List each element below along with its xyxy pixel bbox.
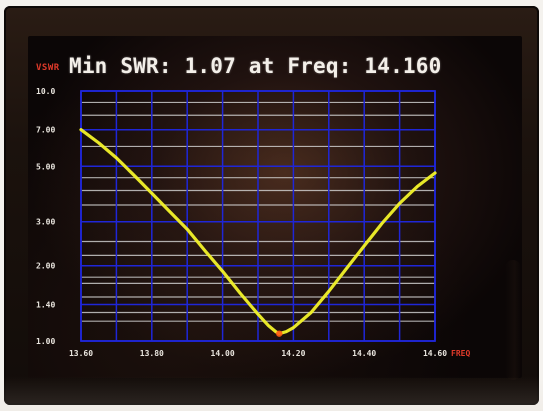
- swr-trace-point: [292, 326, 295, 329]
- swr-trace-point: [363, 245, 366, 247]
- swr-trace-point: [257, 313, 259, 316]
- swr-trace-point: [381, 222, 383, 225]
- x-axis-unit-label: FREQ: [451, 349, 470, 358]
- y-tick-label: 1.40: [36, 300, 55, 309]
- x-tick-label: 13.60: [69, 349, 93, 358]
- swr-trace-point: [434, 172, 436, 174]
- swr-trace-point: [310, 311, 312, 314]
- y-tick-label: 3.00: [36, 218, 55, 227]
- swr-trace-point: [133, 174, 135, 177]
- swr-trace-point: [398, 202, 401, 205]
- x-tick-label: 14.60: [423, 349, 447, 358]
- y-tick-label: 2.00: [36, 262, 55, 271]
- min-swr-readout: Min SWR: 1.07 at Freq: 14.160: [69, 54, 442, 78]
- desk-reflection: [0, 376, 543, 411]
- x-tick-label: 13.80: [140, 349, 164, 358]
- title-row: VSWR Min SWR: 1.07 at Freq: 14.160: [28, 50, 522, 80]
- y-axis-unit-label: VSWR: [36, 63, 60, 73]
- analyzer-screen: VSWR Min SWR: 1.07 at Freq: 14.160 10.0 7…: [28, 36, 522, 378]
- swr-trace-point: [416, 185, 419, 188]
- swr-trace: [79, 128, 437, 336]
- blue-grid-lines: [80, 90, 436, 342]
- swr-trace-point: [97, 142, 100, 144]
- swr-trace-point: [150, 192, 153, 195]
- y-tick-label: 5.00: [36, 162, 55, 171]
- y-tick-label: 1.00: [36, 337, 55, 346]
- y-tick-label: 10.0: [36, 87, 55, 96]
- x-tick-label: 14.40: [352, 349, 376, 358]
- swr-trace-group: [79, 128, 437, 337]
- swr-trace-point: [168, 210, 171, 213]
- swr-trace-point: [274, 330, 277, 333]
- x-tick-label: 14.00: [211, 349, 235, 358]
- swr-trace-point: [186, 228, 189, 231]
- x-tick-label: 14.20: [281, 349, 305, 358]
- swr-trace-point: [345, 267, 348, 270]
- swr-trace-point: [221, 270, 224, 273]
- y-tick-label: 7.00: [36, 126, 55, 135]
- swr-trace-point: [267, 324, 270, 327]
- min-swr-marker: [276, 330, 283, 337]
- swr-trace-point: [80, 128, 82, 131]
- swr-trace-point: [239, 292, 242, 295]
- swr-trace-point: [327, 290, 330, 293]
- plot-frame: [80, 90, 436, 342]
- swr-trace-point: [285, 330, 288, 333]
- swr-trace-point: [115, 157, 118, 159]
- tick-labels: 10.0 7.00 5.00 3.00 2.00 1.40 1.00 13.60 13.80 14…: [36, 87, 470, 358]
- cable-shadow: [505, 260, 521, 380]
- swr-plot: 10.0 7.00 5.00 3.00 2.00 1.40 1.00 13.60 13.80 14…: [36, 87, 470, 358]
- swr-trace-point: [204, 249, 206, 252]
